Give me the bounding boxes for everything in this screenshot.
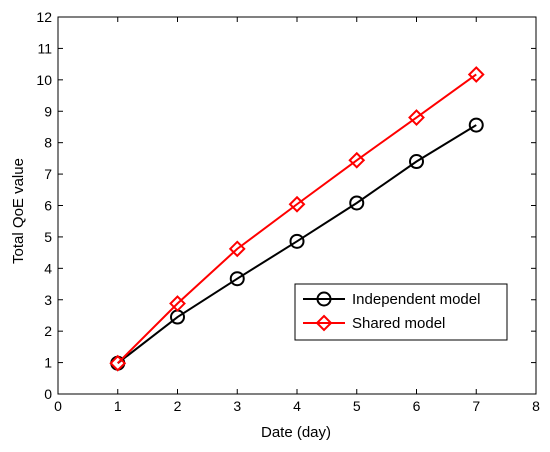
- data-point-shared-model: [288, 195, 306, 213]
- legend-marker-shared-model: [315, 314, 333, 332]
- data-point-shared-model: [109, 354, 127, 372]
- series-line-independent-model: [117, 124, 477, 365]
- data-point-independent-model: [229, 271, 245, 287]
- legend-box: [294, 283, 508, 341]
- series-shared-model: [109, 66, 485, 372]
- x-tick-label: 2: [174, 398, 182, 414]
- legend-label-independent-model: Independent model: [352, 291, 480, 308]
- data-point-shared-model: [169, 295, 186, 312]
- x-axis-label: Date (day): [261, 424, 331, 441]
- x-tick-label: 4: [293, 398, 301, 414]
- y-axis-label: Total QoE value: [10, 158, 27, 264]
- data-point-independent-model: [468, 117, 484, 133]
- x-tick-label: 3: [233, 398, 241, 414]
- y-tick-label: 1: [44, 355, 52, 371]
- y-tick-label: 6: [44, 198, 52, 214]
- legend-label-shared-model: Shared model: [352, 315, 445, 332]
- y-tick-label: 11: [37, 40, 52, 56]
- series-line-shared-model: [117, 73, 477, 364]
- x-axis-ticks: 0 1 2 3 4 5 6 7 8: [54, 17, 540, 414]
- y-tick-label: 10: [36, 72, 52, 88]
- y-tick-label: 7: [44, 166, 52, 182]
- x-tick-label: 1: [114, 398, 122, 414]
- x-tick-label: 0: [54, 398, 62, 414]
- y-tick-label: 2: [44, 323, 52, 339]
- y-tick-label: 4: [44, 260, 52, 276]
- y-tick-label: 0: [44, 386, 52, 402]
- x-tick-label: 6: [413, 398, 421, 414]
- data-point-independent-model: [289, 233, 305, 249]
- y-tick-label: 12: [36, 9, 52, 25]
- legend-marker-independent-model: [316, 291, 332, 307]
- legend: Independent model Shared model: [294, 283, 508, 341]
- x-tick-label: 5: [353, 398, 361, 414]
- y-tick-label: 3: [44, 292, 52, 308]
- data-point-shared-model: [408, 109, 425, 126]
- x-tick-label: 7: [472, 398, 480, 414]
- y-tick-label: 5: [44, 229, 52, 245]
- y-tick-label: 8: [44, 135, 52, 151]
- data-point-shared-model: [228, 240, 246, 258]
- y-tick-label: 9: [44, 103, 52, 119]
- data-point-independent-model: [349, 195, 365, 211]
- data-point-shared-model: [467, 66, 485, 83]
- data-point-shared-model: [348, 151, 366, 169]
- data-point-independent-model: [409, 154, 424, 170]
- series-layer: [109, 66, 485, 372]
- x-tick-label: 8: [532, 398, 540, 414]
